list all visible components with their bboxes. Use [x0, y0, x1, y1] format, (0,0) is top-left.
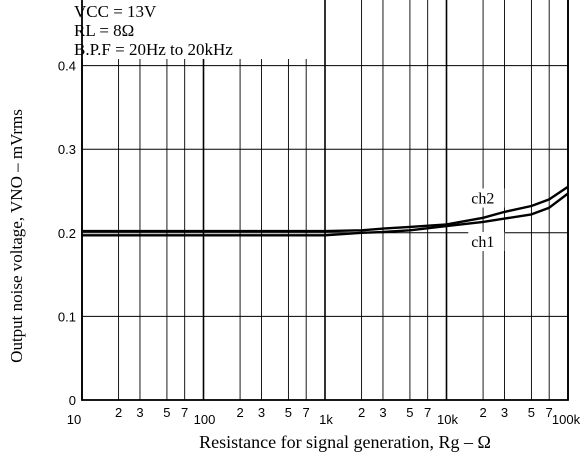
x-tick-label: 7: [181, 405, 188, 420]
x-tick-label: 3: [136, 405, 143, 420]
series-label-ch1: ch1: [471, 234, 494, 251]
x-tick-label: 7: [546, 405, 553, 420]
x-tick-label: 100k: [552, 412, 581, 427]
condition-bpf: B.P.F = 20Hz to 20kHz: [74, 40, 233, 59]
plot-border: [81, 0, 569, 401]
x-tick-label: 5: [528, 405, 535, 420]
x-tick-label: 3: [501, 405, 508, 420]
y-axis-tick-labels: 00.10.20.30.40.5: [58, 59, 76, 408]
condition-rl: RL = 8Ω: [74, 21, 134, 40]
x-tick-label: 3: [379, 405, 386, 420]
conditions-box-bg: [68, 0, 316, 59]
x-tick-label: 5: [163, 405, 170, 420]
series-label-bg: [468, 232, 505, 252]
x-axis-tick-labels: 10 2 3 5 7 100 2 3 5 7 1k 2 3 5 7 10k 2 3 5 7 100k: [67, 405, 581, 427]
y-tick-label: 0.2: [58, 226, 76, 241]
y-tick-label: 0.1: [58, 309, 76, 324]
condition-vcc: VCC = 13V: [74, 2, 157, 21]
y-axis-label: Output noise voltage, VNO – mVrms: [7, 109, 26, 363]
series-lines: ch2 ch1: [82, 185, 569, 252]
x-tick-label: 2: [236, 405, 243, 420]
y-tick-label: 0.4: [58, 59, 76, 74]
series-label-bg: [468, 188, 505, 208]
x-tick-label: 7: [424, 405, 431, 420]
series-label-ch2: ch2: [471, 191, 494, 208]
x-tick-label: 2: [358, 405, 365, 420]
x-tick-label: 2: [479, 405, 486, 420]
x-tick-label: 7: [303, 405, 310, 420]
y-tick-label: 0.3: [58, 142, 76, 157]
x-tick-label: 10k: [437, 412, 458, 427]
x-tick-label: 100: [194, 412, 216, 427]
y-tick-label: 0: [69, 393, 76, 408]
x-tick-label: 2: [115, 405, 122, 420]
x-tick-label: 5: [285, 405, 292, 420]
plot-frame: [81, 0, 569, 401]
x-axis-label: Resistance for signal generation, Rg – Ω: [199, 432, 491, 452]
x-tick-label: 3: [258, 405, 265, 420]
x-tick-label: 1k: [319, 412, 333, 427]
series-line-ch2: [82, 185, 569, 233]
series-line-ch1: [82, 192, 569, 237]
x-tick-label: 10: [67, 412, 81, 427]
x-tick-label: 5: [406, 405, 413, 420]
